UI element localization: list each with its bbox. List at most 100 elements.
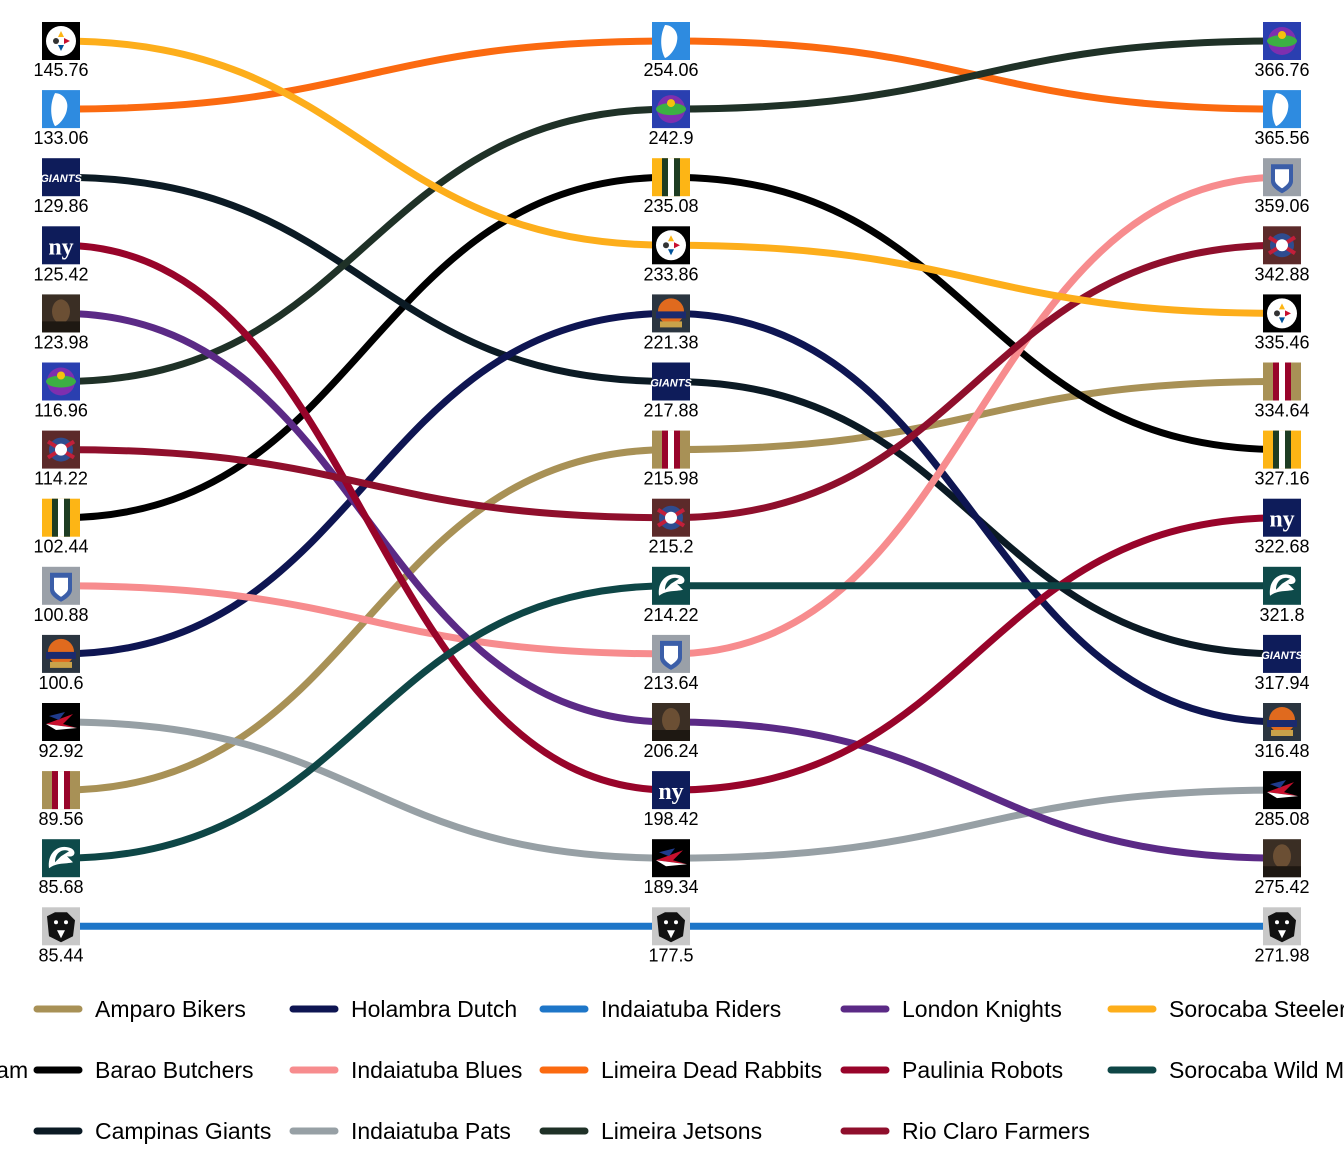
pats-helmet-icon	[1263, 771, 1301, 810]
value-label-indaiatuba-riders: 177.5	[648, 945, 693, 965]
pats-helmet-icon	[652, 839, 690, 878]
legend-item-london-knights: London Knights	[840, 996, 1062, 1022]
steelers-logo-icon	[652, 226, 690, 265]
giants-wordmark-icon: GIANTS	[650, 362, 692, 401]
value-label-indaiatuba-blues: 359.06	[1254, 196, 1309, 216]
legend-item-indaiatuba-pats: Indaiatuba Pats	[289, 1118, 511, 1144]
blues-badge-icon	[652, 634, 690, 673]
svg-text:GIANTS: GIANTS	[40, 173, 82, 185]
value-label-sorocaba-wild-mustangs: 85.68	[38, 877, 83, 897]
ny-logo-icon: ny	[42, 226, 80, 265]
legend-item-indaiatuba-blues: Indaiatuba Blues	[289, 1057, 522, 1083]
map-silhouette-icon	[42, 90, 80, 129]
pats-helmet-icon	[42, 703, 80, 741]
ny-logo-icon: ny	[652, 771, 690, 810]
legend-label: Limeira Jetsons	[601, 1118, 762, 1144]
legend-item-indaiatuba-riders: Indaiatuba Riders	[539, 996, 781, 1022]
map-silhouette-icon	[652, 22, 690, 60]
ny-logo-icon: ny	[1263, 498, 1301, 537]
value-label-paulinia-robots: 198.42	[643, 809, 698, 829]
svg-text:ny: ny	[658, 779, 683, 805]
value-label-sorocaba-wild-mustangs: 214.22	[643, 605, 698, 625]
farmers-badge-icon	[42, 430, 80, 469]
value-label-indaiatuba-riders: 85.44	[38, 945, 83, 965]
value-labels: 89.56 215.98 334.64 102.44 235.08 327.16 129.8…	[33, 60, 1309, 965]
value-label-indaiatuba-pats: 285.08	[1254, 809, 1309, 829]
eagle-head-icon	[1263, 566, 1301, 605]
legend-title: Team	[0, 1057, 28, 1083]
legend-item-amparo-bikers: Amparo Bikers	[33, 996, 246, 1022]
value-label-limeira-jetsons: 242.9	[648, 128, 693, 148]
svg-text:GIANTS: GIANTS	[650, 378, 692, 390]
legend-item-sorocaba-steelers: Sorocaba Steelers	[1107, 996, 1344, 1022]
legend-label: Indaiatuba Riders	[601, 996, 781, 1022]
value-label-indaiatuba-pats: 189.34	[643, 877, 698, 897]
panther-head-icon	[42, 907, 80, 946]
line-london-knights	[60, 309, 1283, 862]
green-gold-stripes-icon	[1263, 430, 1301, 469]
green-gold-stripes-icon	[652, 158, 690, 197]
value-label-indaiatuba-blues: 100.88	[33, 605, 88, 625]
value-label-limeira-jetsons: 116.96	[34, 401, 88, 421]
legend-label: Barao Butchers	[95, 1057, 254, 1083]
value-label-limeira-dead-rabbits: 133.06	[33, 128, 88, 148]
value-label-campinas-giants: 217.88	[643, 401, 698, 421]
dutch-badge-icon	[1263, 703, 1301, 741]
legend-label: Indaiatuba Pats	[351, 1118, 511, 1144]
value-label-paulinia-robots: 322.68	[1254, 537, 1309, 557]
line-indaiatuba-blues	[60, 173, 1283, 658]
farmers-badge-icon	[652, 498, 690, 537]
line-paulinia-robots	[60, 241, 1283, 794]
legend-label: Campinas Giants	[95, 1118, 271, 1144]
knight-portrait-icon	[1263, 839, 1301, 878]
value-label-sorocaba-wild-mustangs: 321.8	[1259, 605, 1304, 625]
giants-wordmark-icon: GIANTS	[40, 158, 82, 197]
jetsons-logo-icon	[652, 90, 690, 129]
farmers-badge-icon	[1263, 226, 1301, 265]
steelers-logo-icon	[42, 22, 80, 60]
legend-item-campinas-giants: Campinas Giants	[33, 1118, 271, 1144]
value-label-indaiatuba-riders: 271.98	[1254, 945, 1309, 965]
legend-label: Sorocaba Wild Mustangs	[1169, 1057, 1344, 1083]
svg-text:GIANTS: GIANTS	[1261, 650, 1303, 662]
panther-head-icon	[1263, 907, 1301, 946]
svg-text:ny: ny	[1269, 507, 1294, 533]
value-label-holambra-dutch: 316.48	[1254, 741, 1309, 761]
value-label-amparo-bikers: 334.64	[1254, 401, 1309, 421]
legend-label: Limeira Dead Rabbits	[601, 1057, 822, 1083]
dutch-badge-icon	[42, 634, 80, 673]
value-label-limeira-dead-rabbits: 254.06	[643, 60, 698, 80]
gold-red-stripes-icon	[42, 771, 80, 810]
jetsons-logo-icon	[1263, 22, 1301, 60]
line-sorocaba-wild-mustangs	[60, 582, 1282, 862]
legend-item-sorocaba-wild-mustangs: Sorocaba Wild Mustangs	[1107, 1057, 1344, 1083]
value-label-amparo-bikers: 215.98	[643, 469, 698, 489]
value-label-indaiatuba-blues: 213.64	[643, 673, 698, 693]
legend-label: London Knights	[902, 996, 1062, 1022]
legend-item-limeira-dead-rabbits: Limeira Dead Rabbits	[539, 1057, 822, 1083]
value-label-limeira-dead-rabbits: 365.56	[1254, 128, 1309, 148]
giants-wordmark-icon: GIANTS	[1261, 634, 1303, 673]
steelers-logo-icon	[1263, 294, 1301, 333]
legend-item-barao-butchers: Barao Butchers	[33, 1057, 254, 1083]
value-label-barao-butchers: 327.16	[1254, 469, 1309, 489]
value-label-london-knights: 206.24	[643, 741, 698, 761]
value-label-holambra-dutch: 221.38	[643, 332, 698, 352]
panther-head-icon	[652, 907, 690, 946]
value-label-campinas-giants: 317.94	[1254, 673, 1309, 693]
knight-portrait-icon	[652, 703, 690, 741]
value-label-rio-claro-farmers: 114.22	[34, 469, 88, 489]
legend-label: Paulinia Robots	[902, 1057, 1063, 1083]
value-label-barao-butchers: 102.44	[33, 537, 88, 557]
eagle-head-icon	[652, 566, 690, 605]
value-label-rio-claro-farmers: 215.2	[648, 537, 693, 557]
legend-label: Rio Claro Farmers	[902, 1118, 1090, 1144]
value-label-sorocaba-steelers: 233.86	[643, 264, 698, 284]
green-gold-stripes-icon	[42, 498, 80, 537]
svg-text:ny: ny	[48, 234, 73, 260]
value-label-barao-butchers: 235.08	[643, 196, 698, 216]
value-label-indaiatuba-pats: 92.92	[38, 741, 83, 761]
blues-badge-icon	[1263, 158, 1301, 197]
value-label-sorocaba-steelers: 335.46	[1254, 332, 1309, 352]
